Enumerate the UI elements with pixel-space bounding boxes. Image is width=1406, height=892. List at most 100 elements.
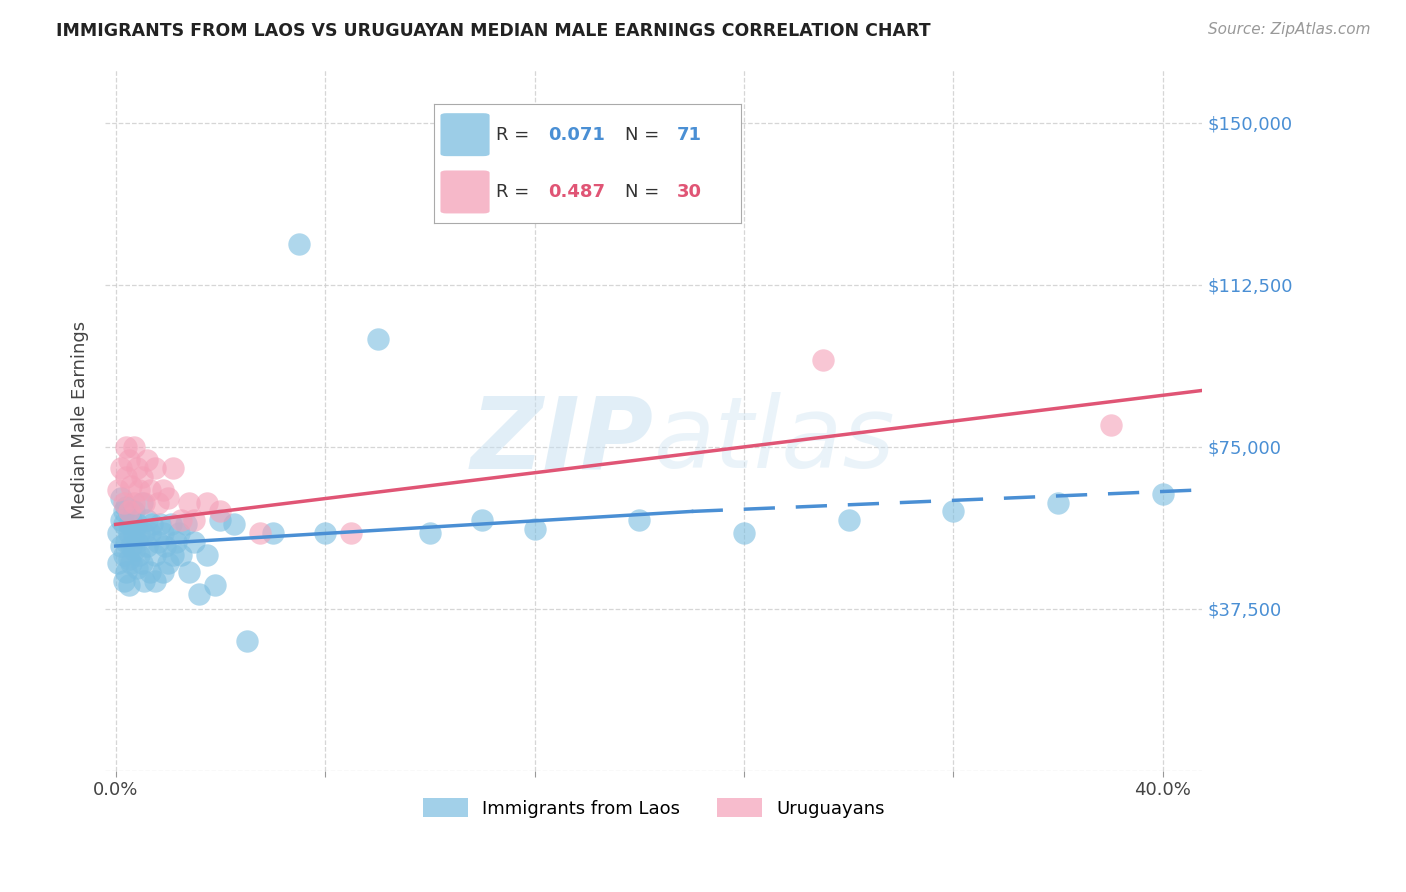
Point bbox=[115, 470, 138, 484]
Point bbox=[146, 534, 169, 549]
Legend: Immigrants from Laos, Uruguayans: Immigrants from Laos, Uruguayans bbox=[416, 791, 891, 825]
Point bbox=[112, 496, 135, 510]
Point bbox=[159, 517, 181, 532]
Point bbox=[115, 534, 138, 549]
Point bbox=[340, 526, 363, 541]
Point bbox=[155, 539, 177, 553]
Point bbox=[152, 526, 174, 541]
Point bbox=[167, 526, 190, 541]
Point bbox=[162, 548, 184, 562]
Text: Source: ZipAtlas.com: Source: ZipAtlas.com bbox=[1208, 22, 1371, 37]
Point bbox=[120, 513, 142, 527]
Point bbox=[195, 548, 218, 562]
Point bbox=[122, 526, 145, 541]
Point bbox=[1047, 496, 1070, 510]
Point bbox=[125, 534, 148, 549]
Point bbox=[249, 526, 271, 541]
Point bbox=[134, 574, 156, 588]
Point bbox=[152, 483, 174, 497]
Point bbox=[170, 513, 193, 527]
Point bbox=[235, 634, 257, 648]
Text: ZIP: ZIP bbox=[471, 392, 654, 489]
Point bbox=[110, 513, 132, 527]
Point bbox=[128, 483, 150, 497]
Point bbox=[204, 578, 226, 592]
Point bbox=[120, 478, 142, 492]
Point bbox=[125, 461, 148, 475]
Point bbox=[120, 539, 142, 553]
Point bbox=[125, 517, 148, 532]
Point bbox=[134, 496, 156, 510]
Point bbox=[136, 452, 159, 467]
Point bbox=[118, 517, 141, 532]
Point bbox=[118, 552, 141, 566]
Point bbox=[170, 548, 193, 562]
Point bbox=[366, 332, 388, 346]
Point bbox=[125, 560, 148, 574]
Point bbox=[118, 578, 141, 592]
Point bbox=[157, 556, 180, 570]
Point bbox=[628, 513, 651, 527]
Point bbox=[122, 543, 145, 558]
Point bbox=[118, 452, 141, 467]
Point bbox=[136, 513, 159, 527]
Point bbox=[733, 526, 755, 541]
Text: atlas: atlas bbox=[654, 392, 896, 489]
Point bbox=[165, 534, 187, 549]
Point bbox=[128, 548, 150, 562]
Point bbox=[183, 513, 205, 527]
Point bbox=[314, 526, 336, 541]
Point bbox=[188, 586, 211, 600]
Point bbox=[112, 574, 135, 588]
Point bbox=[131, 470, 153, 484]
Point bbox=[149, 517, 172, 532]
Point bbox=[112, 504, 135, 518]
Point bbox=[131, 496, 153, 510]
Point bbox=[523, 522, 546, 536]
Point bbox=[838, 513, 860, 527]
Point bbox=[419, 526, 441, 541]
Point bbox=[122, 504, 145, 518]
Point bbox=[157, 491, 180, 506]
Point bbox=[120, 556, 142, 570]
Point bbox=[183, 534, 205, 549]
Point bbox=[138, 483, 160, 497]
Point bbox=[128, 526, 150, 541]
Point bbox=[471, 513, 494, 527]
Point bbox=[115, 565, 138, 579]
Point bbox=[112, 517, 135, 532]
Point bbox=[177, 496, 200, 510]
Point bbox=[143, 574, 166, 588]
Point bbox=[177, 565, 200, 579]
Point bbox=[143, 548, 166, 562]
Point bbox=[262, 526, 284, 541]
Point bbox=[143, 461, 166, 475]
Point bbox=[1152, 487, 1174, 501]
Point bbox=[115, 440, 138, 454]
Point bbox=[134, 526, 156, 541]
Point bbox=[209, 504, 232, 518]
Point bbox=[138, 526, 160, 541]
Point bbox=[1099, 417, 1122, 432]
Point bbox=[115, 500, 138, 515]
Point bbox=[110, 491, 132, 506]
Point bbox=[288, 236, 311, 251]
Point bbox=[141, 517, 163, 532]
Point bbox=[195, 496, 218, 510]
Text: IMMIGRANTS FROM LAOS VS URUGUAYAN MEDIAN MALE EARNINGS CORRELATION CHART: IMMIGRANTS FROM LAOS VS URUGUAYAN MEDIAN… bbox=[56, 22, 931, 40]
Point bbox=[136, 539, 159, 553]
Point bbox=[162, 461, 184, 475]
Point bbox=[811, 353, 834, 368]
Point bbox=[138, 565, 160, 579]
Point bbox=[107, 556, 129, 570]
Point bbox=[152, 565, 174, 579]
Point bbox=[131, 556, 153, 570]
Point bbox=[209, 513, 232, 527]
Point bbox=[110, 539, 132, 553]
Point bbox=[110, 461, 132, 475]
Point bbox=[146, 496, 169, 510]
Point bbox=[222, 517, 245, 532]
Point bbox=[122, 496, 145, 510]
Point bbox=[107, 526, 129, 541]
Point bbox=[122, 440, 145, 454]
